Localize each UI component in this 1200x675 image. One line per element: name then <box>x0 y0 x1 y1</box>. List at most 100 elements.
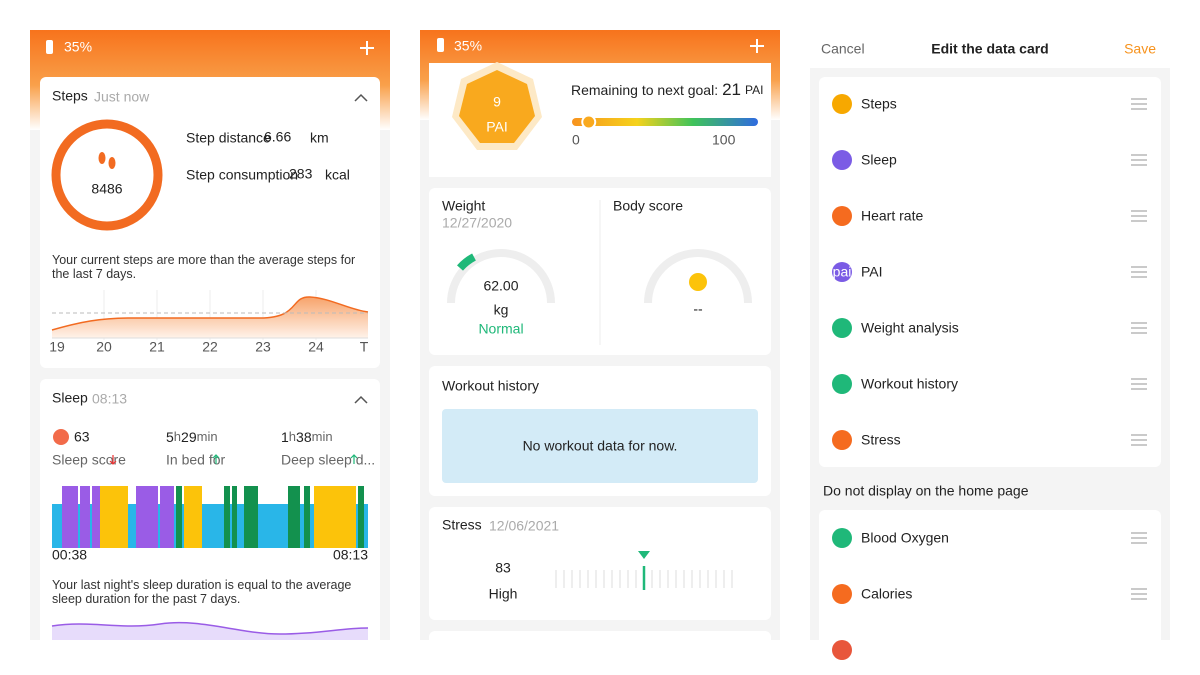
cancel-button[interactable]: Cancel <box>821 41 865 57</box>
x-label: 20 <box>96 339 112 355</box>
hidden-header: Do not display on the home page <box>823 483 1029 499</box>
in-bed: 5h29min <box>166 429 218 445</box>
x-label: 22 <box>202 339 218 355</box>
up-arrow <box>212 454 220 464</box>
item-icon <box>832 150 852 170</box>
weight-unit: kg <box>494 302 509 318</box>
card-time: Just now <box>94 89 150 105</box>
item-icon <box>832 318 852 338</box>
steps-summary: Your current steps are more than the ave… <box>52 253 356 281</box>
workout-empty: No workout data for now. <box>523 438 678 454</box>
top-bar <box>810 30 1170 68</box>
stress-date: 12/06/2021 <box>489 518 559 534</box>
collapse-button[interactable] <box>354 93 368 102</box>
steps-area <box>52 296 368 338</box>
workout-empty-box <box>442 409 758 483</box>
hidden-list <box>819 510 1161 650</box>
item-label: Stress <box>861 432 901 448</box>
x-label: 21 <box>149 339 165 355</box>
score-label: Sleep score <box>52 452 126 468</box>
weight-date: 12/27/2020 <box>442 215 512 231</box>
item-label: Sleep <box>861 152 897 168</box>
distance: 6.66 <box>264 129 291 145</box>
drag-handle[interactable] <box>1131 434 1147 446</box>
item-icon <box>832 584 852 604</box>
sleep-stages <box>52 486 368 548</box>
shown-list <box>819 77 1161 467</box>
down-arrow <box>109 455 117 465</box>
weight-title: Weight <box>442 198 485 214</box>
drag-handle[interactable] <box>1131 266 1147 278</box>
weight-gauge <box>447 249 555 304</box>
stress-card <box>429 507 771 620</box>
drag-handle[interactable] <box>1131 322 1147 334</box>
weight-status: Normal <box>478 321 523 337</box>
weight-gauge-fill <box>457 253 477 271</box>
item-label: Heart rate <box>861 208 923 224</box>
item-icon <box>832 640 852 660</box>
pai-unit: PAI <box>486 119 508 135</box>
weight-value: 62.00 <box>483 278 518 294</box>
stress-title: Stress <box>442 517 482 533</box>
steps-card <box>40 77 380 368</box>
screen-title: Edit the data card <box>931 41 1048 57</box>
save-button[interactable]: Save <box>1124 41 1156 57</box>
sleep-start: 00:38 <box>52 547 87 563</box>
item-label: PAI <box>861 264 883 280</box>
stress-scale <box>555 566 733 590</box>
add-button[interactable] <box>360 41 374 55</box>
item-label: Blood Oxygen <box>861 530 949 546</box>
item-icon <box>832 430 852 450</box>
remaining: Remaining to next goal: 21 PAI <box>571 80 763 99</box>
card-time: 08:13 <box>92 391 127 407</box>
battery: 35% <box>64 39 92 55</box>
sleep-end: 08:13 <box>333 547 368 563</box>
drag-handle[interactable] <box>1131 154 1147 166</box>
pai-min: 0 <box>572 132 580 148</box>
item-icon <box>832 206 852 226</box>
drag-handle[interactable] <box>1131 378 1147 390</box>
steps-ring <box>51 119 163 231</box>
distance-unit: km <box>310 130 329 146</box>
drag-handle[interactable] <box>1131 98 1147 110</box>
item-icon <box>832 528 852 548</box>
item-label: Steps <box>861 96 897 112</box>
body-score-value: -- <box>693 301 703 317</box>
pai-hexagon <box>459 70 535 143</box>
in-bed-label: In bed for <box>166 452 225 468</box>
item-label: Weight analysis <box>861 320 959 336</box>
stress-pointer <box>638 551 650 559</box>
body-score-title: Body score <box>613 198 683 214</box>
consumption-unit: kcal <box>325 167 350 183</box>
drag-handle[interactable] <box>1131 532 1147 544</box>
item-label: Calories <box>861 586 912 602</box>
sleep-line <box>51 621 369 635</box>
pai-value: 9 <box>493 94 501 110</box>
x-label: T <box>360 339 369 355</box>
face-icon <box>53 429 69 445</box>
deep-sleep-label: Deep sleep d... <box>281 452 375 468</box>
collapse-button[interactable] <box>354 395 368 404</box>
steps-count: 8486 <box>91 181 122 197</box>
smiley-icon <box>689 273 707 291</box>
sleep-area <box>52 622 368 640</box>
consumption-label: Step consumption <box>186 167 298 183</box>
x-label: 23 <box>255 339 271 355</box>
x-label: 24 <box>308 339 324 355</box>
drag-handle[interactable] <box>1131 210 1147 222</box>
up-arrow <box>350 454 358 464</box>
add-button[interactable] <box>750 39 764 53</box>
pai-bar <box>572 118 758 126</box>
sleep-score: 63 <box>74 429 90 445</box>
pai-icon-label: pai <box>833 264 852 280</box>
item-icon <box>832 94 852 114</box>
drag-handle[interactable] <box>1131 588 1147 600</box>
body-gauge <box>644 249 752 304</box>
x-label: 19 <box>49 339 65 355</box>
next-card <box>429 631 771 651</box>
pai-max: 100 <box>712 132 736 148</box>
pai-marker <box>581 114 597 130</box>
consumption: 283 <box>289 166 313 182</box>
